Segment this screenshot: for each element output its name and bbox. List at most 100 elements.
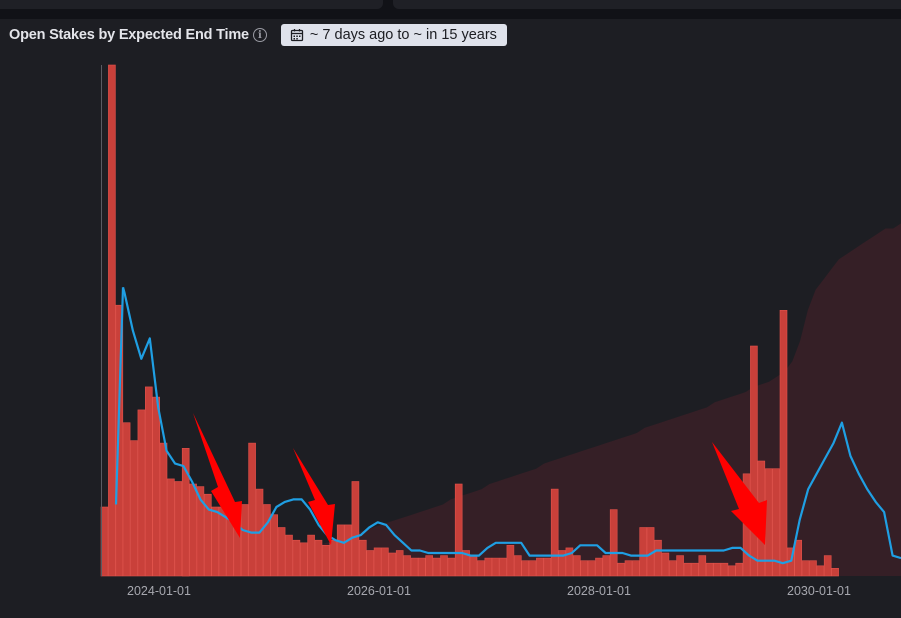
bar	[181, 447, 190, 577]
bar	[425, 555, 434, 577]
bar	[403, 555, 411, 577]
bar	[167, 478, 175, 577]
bar	[417, 557, 426, 577]
chart-plot[interactable]: 2024-01-01 2026-01-01 2028-01-01 2030-01-01	[0, 38, 901, 618]
bar	[432, 557, 441, 577]
bar	[617, 562, 625, 577]
bar	[285, 534, 293, 577]
top-panel-edge-left	[0, 0, 383, 9]
bar	[705, 562, 714, 577]
bar	[373, 547, 382, 577]
line-series	[114, 287, 901, 565]
bar	[270, 514, 279, 577]
bar	[388, 552, 397, 577]
bar	[639, 527, 648, 577]
top-panel-edge-right	[393, 0, 901, 9]
bar	[794, 539, 803, 577]
bar	[654, 539, 662, 577]
bar	[152, 396, 160, 577]
bar	[122, 422, 131, 577]
arrow-annotation	[193, 413, 242, 538]
bar	[506, 544, 515, 577]
arrow-annotation	[293, 448, 335, 545]
bar	[823, 555, 832, 577]
bar	[558, 550, 566, 577]
bar	[521, 560, 530, 577]
bar	[484, 557, 493, 577]
bar	[691, 562, 699, 577]
bar	[632, 560, 640, 577]
bar	[572, 555, 581, 577]
bar	[454, 483, 463, 577]
calendar-icon	[290, 29, 304, 42]
cumulative-area-shape	[210, 223, 901, 576]
bar	[668, 560, 677, 577]
bar	[108, 64, 116, 577]
bar	[661, 552, 670, 577]
bar	[595, 557, 603, 577]
cumulative-area	[210, 223, 901, 576]
bar	[477, 560, 485, 577]
bar	[772, 468, 780, 577]
bar	[292, 539, 301, 577]
bar	[307, 534, 315, 577]
bar	[698, 555, 707, 577]
bar	[351, 481, 360, 577]
bar	[491, 557, 500, 577]
bar	[536, 557, 544, 577]
time-range-label: ~ 7 days ago to ~ in 15 years	[309, 27, 497, 43]
bar	[602, 555, 611, 577]
bar	[809, 560, 817, 577]
bar	[358, 539, 367, 577]
annotation-arrows	[193, 413, 767, 545]
bar	[322, 544, 330, 577]
bar	[440, 555, 448, 577]
bar	[410, 557, 419, 577]
bar	[565, 547, 574, 577]
bar	[159, 442, 168, 577]
bar	[366, 550, 375, 577]
time-range-picker[interactable]: ~ 7 days ago to ~ in 15 years	[280, 24, 507, 46]
bar	[624, 560, 633, 577]
bar	[211, 506, 219, 577]
bar	[344, 524, 352, 577]
bar	[196, 486, 205, 577]
bar	[816, 565, 825, 577]
line-path	[121, 287, 901, 565]
bar	[299, 542, 308, 577]
bar	[727, 565, 736, 577]
info-icon[interactable]: i	[252, 28, 267, 42]
bar	[277, 527, 286, 577]
bar	[831, 567, 839, 577]
x-tick-label: 2030-01-01	[787, 584, 851, 598]
x-tick-label: 2024-01-01	[127, 584, 191, 598]
bar	[683, 562, 692, 577]
bar	[462, 550, 470, 577]
bar	[550, 488, 559, 577]
bar	[469, 555, 478, 577]
arrow-annotation	[712, 442, 767, 545]
bar	[240, 504, 249, 577]
bar	[720, 562, 729, 577]
bar	[528, 560, 537, 577]
bar	[513, 555, 522, 577]
bar	[543, 557, 552, 577]
bar	[750, 345, 758, 577]
bar	[137, 409, 146, 577]
bar	[204, 493, 212, 577]
bar	[189, 483, 197, 577]
bar	[587, 560, 596, 577]
bar	[580, 560, 589, 577]
bar	[263, 504, 271, 577]
bar	[713, 562, 721, 577]
bar	[145, 386, 153, 577]
panel-header: Open Stakes by Expected End Time i ~ 7 d…	[9, 23, 507, 47]
bar	[336, 524, 345, 577]
x-axis: 2024-01-01 2026-01-01 2028-01-01 2030-01-01	[101, 65, 851, 598]
x-tick-label: 2028-01-01	[567, 584, 631, 598]
bar	[395, 550, 404, 577]
bar	[609, 509, 618, 577]
line-lead	[114, 287, 125, 505]
bar	[130, 440, 138, 577]
bar	[381, 547, 389, 577]
